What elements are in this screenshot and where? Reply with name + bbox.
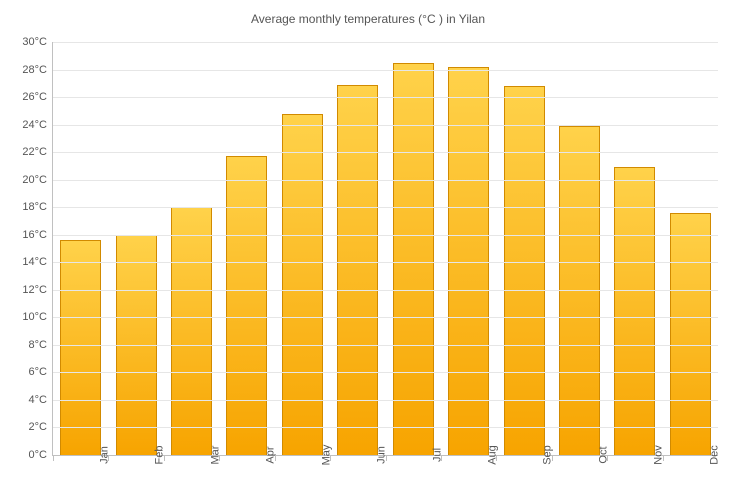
x-tick <box>663 455 664 461</box>
bar-slot: Jan <box>53 42 108 455</box>
gridline <box>53 262 718 263</box>
x-tick-label: Apr <box>247 427 277 482</box>
x-tick-label: Oct <box>580 427 610 482</box>
x-tick <box>386 455 387 461</box>
y-tick-label: 2°C <box>29 421 53 433</box>
bar-slot: Oct <box>552 42 607 455</box>
y-tick-label: 28°C <box>22 64 53 76</box>
bar <box>171 207 212 455</box>
x-tick-label: Jul <box>413 427 443 482</box>
bar-slot: Feb <box>108 42 163 455</box>
y-tick-label: 22°C <box>22 146 53 158</box>
x-tick <box>496 455 497 461</box>
y-tick-label: 16°C <box>22 229 53 241</box>
gridline <box>53 42 718 43</box>
x-tick <box>607 455 608 461</box>
gridline <box>53 317 718 318</box>
bar <box>614 167 655 455</box>
bar-slot: Mar <box>164 42 219 455</box>
y-tick-label: 0°C <box>29 449 53 461</box>
x-tick-label: Jun <box>358 427 388 482</box>
x-tick <box>219 455 220 461</box>
gridline <box>53 235 718 236</box>
bar-slot: Dec <box>663 42 718 455</box>
bar-slot: Nov <box>607 42 662 455</box>
y-tick-label: 24°C <box>22 119 53 131</box>
x-tick <box>330 455 331 461</box>
bar <box>226 156 267 455</box>
gridline <box>53 372 718 373</box>
y-tick-label: 10°C <box>22 311 53 323</box>
gridline <box>53 180 718 181</box>
bars-row: JanFebMarAprMayJunJulAugSepOctNovDec <box>53 42 718 455</box>
plot-area: JanFebMarAprMayJunJulAugSepOctNovDec 0°C… <box>52 42 718 456</box>
y-tick-label: 30°C <box>22 36 53 48</box>
gridline <box>53 345 718 346</box>
x-tick <box>53 455 54 461</box>
bar <box>393 63 434 455</box>
x-tick-label: Feb <box>136 427 166 482</box>
x-tick <box>441 455 442 461</box>
gridline <box>53 70 718 71</box>
gridline <box>53 207 718 208</box>
bar-slot: Aug <box>441 42 496 455</box>
gridline <box>53 400 718 401</box>
x-tick <box>164 455 165 461</box>
x-tick-label: May <box>302 427 332 482</box>
x-tick-label: Sep <box>524 427 554 482</box>
x-tick-label: Nov <box>635 427 665 482</box>
y-tick-label: 6°C <box>29 366 53 378</box>
bar <box>670 213 711 455</box>
bar <box>60 240 101 455</box>
x-tick-label: Mar <box>192 427 222 482</box>
x-tick <box>275 455 276 461</box>
bar-slot: Jun <box>330 42 385 455</box>
x-tick-label: Dec <box>690 427 720 482</box>
chart-container: Average monthly temperatures (°C ) in Yi… <box>0 0 736 500</box>
gridline <box>53 290 718 291</box>
x-tick <box>552 455 553 461</box>
gridline <box>53 152 718 153</box>
gridline <box>53 97 718 98</box>
y-tick-label: 14°C <box>22 256 53 268</box>
x-tick-label: Jan <box>81 427 111 482</box>
chart-title: Average monthly temperatures (°C ) in Yi… <box>0 0 736 26</box>
y-tick-label: 12°C <box>22 284 53 296</box>
bar-slot: Sep <box>496 42 551 455</box>
gridline <box>53 427 718 428</box>
y-tick-label: 20°C <box>22 174 53 186</box>
y-tick-label: 26°C <box>22 91 53 103</box>
y-tick-label: 4°C <box>29 394 53 406</box>
bar <box>282 114 323 455</box>
bar-slot: May <box>275 42 330 455</box>
gridline <box>53 125 718 126</box>
x-tick-label: Aug <box>469 427 499 482</box>
x-tick <box>108 455 109 461</box>
bar-slot: Jul <box>386 42 441 455</box>
bar-slot: Apr <box>219 42 274 455</box>
y-tick-label: 18°C <box>22 201 53 213</box>
y-tick-label: 8°C <box>29 339 53 351</box>
